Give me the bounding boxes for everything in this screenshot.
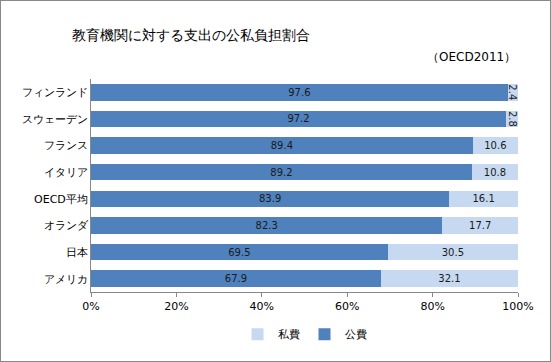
svg-text:日本: 日本 [66, 246, 88, 259]
svg-text:89.4: 89.4 [271, 140, 293, 151]
svg-text:32.1: 32.1 [438, 273, 460, 284]
svg-text:0%: 0% [82, 300, 99, 313]
svg-text:2.4: 2.4 [507, 84, 518, 100]
svg-text:（OECD2011）: （OECD2011） [427, 50, 516, 64]
svg-text:97.2: 97.2 [287, 113, 309, 124]
svg-text:2.8: 2.8 [507, 111, 518, 127]
svg-text:OECD平均: OECD平均 [34, 193, 88, 206]
svg-text:フランス: フランス [44, 139, 88, 152]
svg-text:82.3: 82.3 [256, 220, 278, 231]
svg-text:私費: 私費 [278, 328, 300, 341]
svg-text:17.7: 17.7 [469, 220, 491, 231]
svg-text:60%: 60% [335, 300, 359, 313]
svg-text:アメリカ: アメリカ [44, 273, 88, 286]
svg-text:10.6: 10.6 [484, 140, 506, 151]
svg-text:67.9: 67.9 [225, 273, 247, 284]
svg-text:10.8: 10.8 [484, 167, 506, 178]
svg-text:公費: 公費 [345, 328, 367, 341]
svg-text:30.5: 30.5 [442, 247, 464, 258]
svg-text:80%: 80% [420, 300, 444, 313]
svg-text:フィンランド: フィンランド [22, 86, 88, 99]
svg-text:89.2: 89.2 [270, 167, 292, 178]
svg-text:16.1: 16.1 [472, 193, 494, 204]
svg-text:40%: 40% [250, 300, 274, 313]
svg-text:97.6: 97.6 [288, 87, 310, 98]
svg-text:オランダ: オランダ [44, 219, 89, 232]
svg-text:スウェーデン: スウェーデン [22, 113, 88, 126]
svg-text:イタリア: イタリア [44, 166, 88, 179]
svg-text:100%: 100% [502, 300, 533, 313]
svg-text:教育機関に対する支出の公私負担割合: 教育機関に対する支出の公私負担割合 [72, 27, 310, 43]
svg-text:69.5: 69.5 [228, 247, 250, 258]
svg-text:83.9: 83.9 [259, 193, 281, 204]
svg-text:20%: 20% [164, 300, 188, 313]
